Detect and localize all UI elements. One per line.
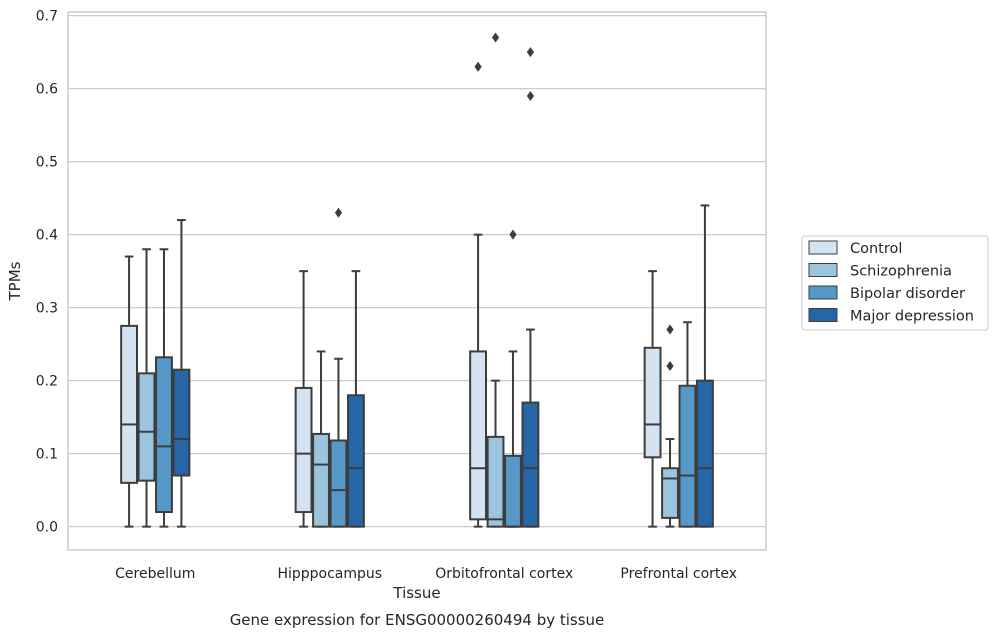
box-control (643, 270, 662, 528)
legend-frame (801, 235, 989, 331)
y-tick-label: 0.3 (36, 301, 58, 317)
box-iqr (329, 439, 348, 528)
y-tick-label: 0.0 (36, 520, 58, 536)
y-tick-label: 0.1 (36, 447, 58, 463)
legend-swatch (808, 285, 838, 300)
x-tick-label: Hipppocampus (277, 566, 382, 582)
legend-label: Control (850, 241, 902, 257)
box-control (294, 270, 313, 528)
outlier-point (666, 361, 674, 372)
legend-swatch (808, 240, 838, 255)
outlier-point (526, 47, 535, 58)
y-tick-label: 0.2 (36, 374, 58, 390)
box-bipolar-disorder (155, 248, 173, 528)
y-tick-label: 0.5 (36, 155, 58, 171)
y-axis-label: TPMs (6, 261, 24, 301)
box-bipolar-disorder (678, 321, 697, 528)
x-tick-label: Prefrontal cortex (620, 566, 737, 582)
box-bipolar-disorder (329, 207, 348, 528)
box-schizophrenia (661, 324, 679, 528)
chart-title: Gene expression for ENSG00000260494 by t… (230, 611, 605, 629)
box-iqr (172, 368, 191, 477)
box-iqr (469, 350, 487, 521)
box-schizophrenia (486, 32, 505, 528)
x-axis-label: Tissue (392, 584, 440, 602)
legend-label: Schizophrenia (850, 264, 952, 280)
y-tick-label: 0.7 (36, 9, 58, 25)
box-iqr (678, 384, 697, 528)
outlier-point (526, 90, 535, 101)
legend-label: Major depression (850, 309, 974, 325)
x-tick-label: Orbitofrontal cortex (435, 566, 573, 582)
box-iqr (504, 454, 522, 528)
box-iqr (120, 324, 139, 484)
outlier-point (334, 207, 343, 218)
box-schizophrenia (312, 350, 330, 528)
y-tick-label: 0.4 (36, 228, 58, 244)
box-major-depression (696, 204, 714, 528)
legend-swatch (808, 263, 838, 277)
box-major-depression (347, 270, 365, 528)
box-control (469, 61, 487, 528)
box-iqr (347, 394, 365, 528)
box-iqr (137, 372, 156, 482)
box-iqr (696, 379, 714, 528)
outlier-point (491, 32, 500, 43)
outlier-point (666, 324, 674, 335)
legend-label: Bipolar disorder (850, 286, 965, 302)
box-iqr (312, 432, 330, 528)
box-bipolar-disorder (504, 229, 522, 528)
outlier-point (509, 229, 517, 240)
x-tick-label: Cerebellum (115, 566, 195, 582)
box-major-depression (521, 47, 540, 528)
box-iqr (643, 346, 662, 459)
box-iqr (486, 435, 505, 528)
y-tick-labels: 0.0 0.1 0.2 0.3 0.4 0.5 0.6 0.7 (36, 9, 58, 536)
box-schizophrenia (137, 248, 156, 528)
box-iqr (521, 401, 540, 528)
box-iqr (294, 386, 313, 514)
box-control (120, 255, 139, 528)
x-tick-labels: Cerebellum Hipppocampus Orbitofrontal cort… (115, 566, 737, 582)
outlier-point (474, 61, 482, 72)
box-iqr (661, 467, 679, 519)
legend: Control Schizophrenia Bipolar disorder Majo… (801, 235, 989, 331)
y-tick-label: 0.6 (36, 82, 58, 98)
legend-swatch (808, 308, 838, 322)
box-major-depression (172, 219, 191, 528)
box-iqr (155, 356, 173, 514)
boxes (120, 32, 714, 528)
